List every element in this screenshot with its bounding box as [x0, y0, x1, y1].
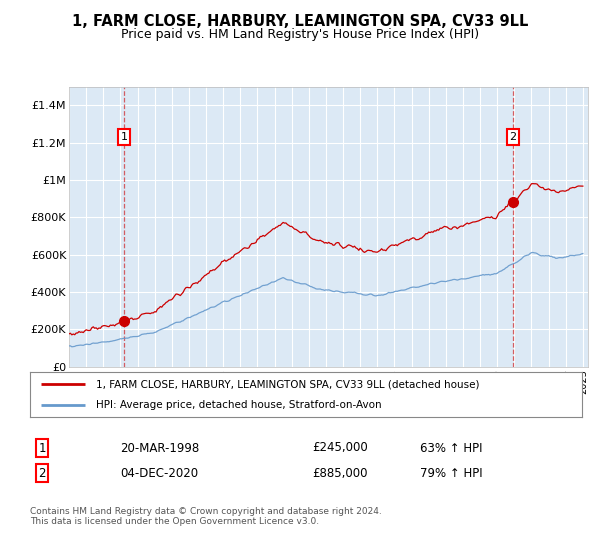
Text: Price paid vs. HM Land Registry's House Price Index (HPI): Price paid vs. HM Land Registry's House …: [121, 28, 479, 41]
Text: £245,000: £245,000: [312, 441, 368, 455]
Text: 1: 1: [121, 132, 128, 142]
Text: 1, FARM CLOSE, HARBURY, LEAMINGTON SPA, CV33 9LL: 1, FARM CLOSE, HARBURY, LEAMINGTON SPA, …: [72, 14, 528, 29]
Text: HPI: Average price, detached house, Stratford-on-Avon: HPI: Average price, detached house, Stra…: [96, 400, 382, 410]
Text: 1, FARM CLOSE, HARBURY, LEAMINGTON SPA, CV33 9LL (detached house): 1, FARM CLOSE, HARBURY, LEAMINGTON SPA, …: [96, 380, 480, 390]
Text: 2: 2: [38, 466, 46, 480]
Text: Contains HM Land Registry data © Crown copyright and database right 2024.
This d: Contains HM Land Registry data © Crown c…: [30, 507, 382, 526]
Text: £885,000: £885,000: [312, 466, 367, 480]
Text: 63% ↑ HPI: 63% ↑ HPI: [420, 441, 482, 455]
Text: 79% ↑ HPI: 79% ↑ HPI: [420, 466, 482, 480]
Text: 2: 2: [509, 132, 517, 142]
Text: 04-DEC-2020: 04-DEC-2020: [120, 466, 198, 480]
Text: 1: 1: [38, 441, 46, 455]
Text: 20-MAR-1998: 20-MAR-1998: [120, 441, 199, 455]
